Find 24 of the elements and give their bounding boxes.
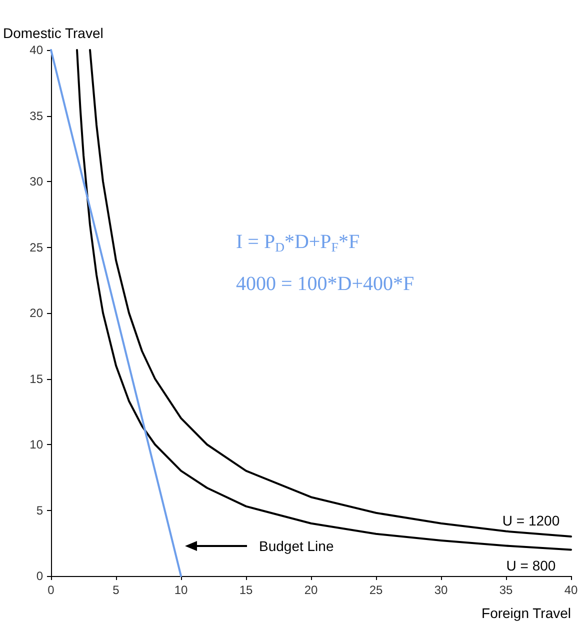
x-tick-label: 30: [434, 583, 448, 597]
y-tick-label: 35: [30, 108, 44, 123]
x-tick-label: 5: [112, 583, 120, 597]
y-tick-label: 20: [30, 306, 44, 320]
x-tick-label: 15: [239, 583, 253, 597]
annotation: 4000 = 100*D+400*F: [236, 273, 414, 295]
series-label: U = 1200: [502, 512, 560, 529]
x-axis-title: Foreign Travel: [482, 605, 571, 621]
series-label: U = 800: [506, 558, 556, 574]
x-tick-label: 35: [499, 583, 513, 597]
y-tick-label: 30: [30, 174, 44, 188]
y-tick-label: 0: [36, 569, 44, 583]
y-axis-title: Domestic Travel: [3, 25, 104, 41]
y-tick-label: 40: [30, 43, 44, 57]
x-tick-label: 0: [48, 583, 55, 597]
y-tick-label: 5: [36, 503, 44, 518]
x-tick-label: 20: [304, 583, 318, 597]
annotation: Budget Line: [259, 538, 334, 554]
y-tick-label: 10: [30, 438, 44, 452]
y-tick-label: 25: [30, 240, 44, 254]
y-tick-label: 15: [30, 372, 44, 386]
x-tick-label: 25: [369, 583, 383, 597]
x-tick-label: 10: [174, 583, 188, 597]
x-tick-label: 40: [564, 583, 578, 597]
